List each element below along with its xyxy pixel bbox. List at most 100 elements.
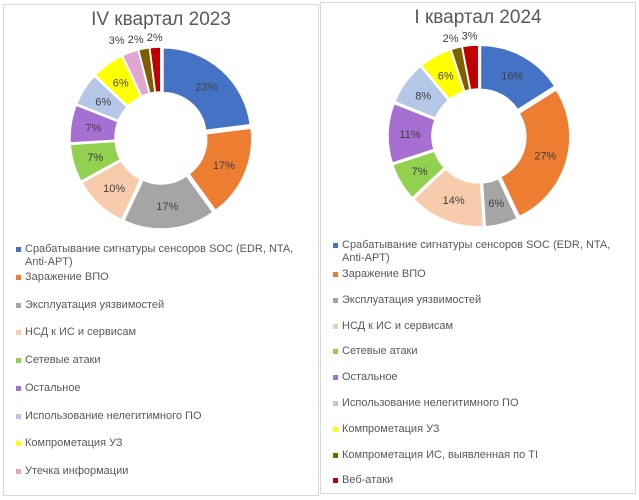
legend-item: Утечка информации [16,465,312,478]
data-label: 6% [113,78,129,90]
donut-slice [162,46,252,132]
legend-item: Использование нелегитимного ПО [333,397,629,410]
legend-swatch [333,243,338,248]
data-label: 17% [213,160,235,172]
donut-slice [393,65,450,120]
legend-swatch [333,272,338,277]
legend-item: НСД к ИС и сервисам [16,326,312,339]
legend-swatch [333,426,338,432]
legend-label: Срабатывание сигнатуры сенсоров SOC (EDR… [342,239,611,264]
chart-panel-q4-2023: IV квартал 2023 23% 17% 17% 10% 7% 7% 6% 6% 3% 2%… [3,4,319,496]
donut-chart: 16% 27% 6% 14% 7% 11% 8% 6% 2% 3% [387,30,571,228]
legend-swatch [16,302,21,308]
donut-slice [69,104,120,144]
legend-item: Срабатывание сигнатуры сенсоров SOC (EDR… [333,239,629,265]
donut-slice [499,88,571,218]
legend-swatch [16,247,21,252]
data-label: 6% [488,198,504,210]
donut-slice [75,75,129,122]
data-label: 16% [501,71,523,83]
legend-item: Компрометация УЗ [333,423,629,436]
donut-slice [412,167,485,228]
legend-swatch [333,323,338,329]
donut-slice [94,54,142,108]
donut-slice [69,140,122,183]
data-label: 10% [103,183,125,195]
legend-label: НСД к ИС и сервисам [342,319,454,332]
legend-swatch [16,468,21,474]
donut-slice [148,46,162,94]
chart-panel-q1-2024: I квартал 2024 16% 27% 6% 14% 7% 11% 8% 6% 2% 3% … [320,2,636,494]
data-label: 17% [156,201,178,213]
data-label: 2% [147,32,163,44]
legend-item: НСД к ИС и сервисам [333,320,629,333]
data-label: 14% [443,195,465,207]
data-label: 7% [87,152,103,164]
data-label: 6% [438,71,454,83]
legend-label: Сетевые атаки [25,354,101,367]
legend-item: Использование нелегитимного ПО [16,410,312,423]
data-label: 2% [443,33,459,45]
legend-label: Срабатывание сигнатуры сенсоров SOC (EDR… [25,243,294,268]
donut-slice [187,127,253,212]
legend-item: Сетевые атаки [16,354,312,367]
legend-swatch [333,452,338,458]
data-label: 7% [85,122,101,134]
donut-slice [481,177,519,228]
legend-swatch [16,441,21,447]
data-label: 23% [195,82,217,94]
legend-item: Веб-атаки [333,474,629,487]
legend-item: Эксплуатация уязвимостей [333,294,629,307]
legend-item: Эксплуатация уязвимостей [16,299,312,312]
data-label: 3% [462,30,478,42]
chart-title: I квартал 2024 [414,7,542,28]
legend-item: Заражение ВПО [16,271,312,284]
donut-slice [387,102,437,165]
legend-swatch [333,478,338,484]
legend-item: Сетевые атаки [333,345,629,358]
legend-label: Заражение ВПО [342,268,426,280]
legend-swatch [333,349,338,355]
legend-item: Компрометация УЗ [16,437,312,450]
data-label: 2% [128,34,144,46]
legend-item: Остальное [333,371,629,384]
legend-swatch [16,330,21,336]
legend-item: Компрометация ИС, выявленная по TI [333,449,629,462]
legend-item: Срабатывание сигнатуры сенсоров SOC (EDR… [16,243,312,269]
donut-slice [479,44,556,111]
legend-label: Эксплуатация уязвимостей [25,298,165,311]
legend-label: Сетевые атаки [342,345,418,358]
legend-label: Использование нелегитимного ПО [25,409,202,422]
legend-label: Веб-атаки [342,474,394,487]
data-label: 3% [109,35,125,47]
legend-swatch [333,401,338,406]
legend-swatch [333,375,338,381]
donut-slice [80,159,142,221]
legend-item: Заражение ВПО [333,268,629,281]
data-label: 8% [415,90,431,102]
donut-slice [122,174,215,230]
legend-label: Использование нелегитимного ПО [342,397,519,409]
legend-swatch [333,297,338,303]
legend-label: НСД к ИС и сервисам [25,326,137,339]
legend-label: Компрометация ИС, выявленная по TI [342,448,539,461]
donut-chart: 23%17%17%10%7%7%6%6%3% 2% 2% [69,32,253,230]
data-label: 11% [399,129,420,141]
chart-title: IV квартал 2023 [91,9,231,30]
legend-label: Эксплуатация уязвимостей [342,293,482,306]
legend-swatch [16,413,21,419]
data-label: 27% [534,150,556,162]
legend-swatch [16,385,21,391]
donut-slice [420,48,465,101]
legend-item: Остальное [16,382,312,395]
data-label: 7% [412,166,428,178]
legend-label: Заражение ВПО [25,271,109,283]
legend-swatch [16,275,21,280]
donut-slice [461,44,480,91]
legend-label: Компрометация УЗ [25,437,123,450]
legend-swatch [16,358,21,364]
legend-label: Компрометация УЗ [342,422,440,435]
legend-label: Утечка информации [25,464,129,477]
legend-label: Остальное [342,371,398,384]
